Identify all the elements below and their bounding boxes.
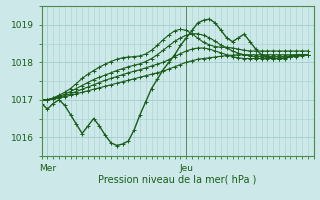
X-axis label: Pression niveau de la mer( hPa ): Pression niveau de la mer( hPa ) bbox=[99, 174, 257, 184]
